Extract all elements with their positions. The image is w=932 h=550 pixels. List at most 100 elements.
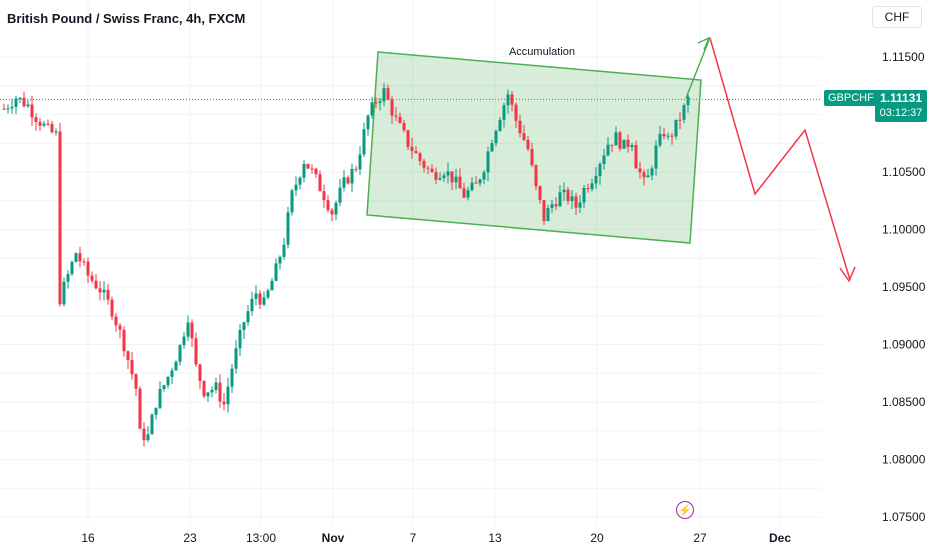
candle-body [90, 275, 94, 281]
candle-body [338, 187, 342, 203]
candle-body [306, 163, 310, 169]
candles [2, 83, 690, 447]
candle-body [230, 368, 234, 387]
projection-up-line[interactable] [685, 39, 710, 99]
candle-body [578, 202, 582, 208]
projection-up-arrowhead [697, 36, 711, 51]
candle-body [202, 380, 206, 397]
candle-body [686, 96, 690, 106]
candle-body [634, 145, 638, 169]
candle-body [2, 108, 6, 110]
candle-body [638, 168, 642, 173]
candle-body [126, 351, 130, 360]
currency-button[interactable]: CHF [872, 6, 922, 28]
y-tick-label: 1.09500 [882, 280, 926, 294]
symbol-price-label: GBPCHF [824, 90, 878, 106]
candle-body [170, 370, 174, 377]
candle-body [118, 325, 122, 330]
candle-body [350, 168, 354, 184]
y-tick-label: 1.10000 [882, 223, 926, 237]
candle-body [586, 188, 590, 190]
candle-body [106, 289, 110, 300]
candle-body [22, 97, 26, 107]
candle-body [190, 322, 194, 339]
y-tick-label: 1.10500 [882, 165, 926, 179]
candle-body [74, 253, 78, 262]
candle-body [238, 330, 242, 349]
y-tick-label: 1.08000 [882, 453, 926, 467]
candle-body [590, 183, 594, 190]
candle-body [234, 348, 238, 369]
candle-body [526, 139, 530, 150]
candle-body [146, 434, 150, 441]
candle-body [178, 345, 182, 362]
candle-body [162, 385, 166, 390]
candle-body [354, 168, 358, 170]
candle-body [426, 167, 430, 169]
candle-body [390, 99, 394, 116]
candle-body [122, 329, 126, 352]
candle-body [46, 123, 50, 125]
candle-body [566, 189, 570, 202]
candle-body [374, 102, 378, 104]
candle-body [150, 414, 154, 435]
candle-body [658, 133, 662, 146]
candle-body [54, 131, 58, 133]
candle-body [270, 280, 274, 291]
candle-body [342, 177, 346, 188]
candle-body [522, 133, 526, 140]
candle-body [214, 382, 218, 390]
candle-body [670, 135, 674, 137]
candle-body [446, 171, 450, 176]
candle-body [378, 101, 382, 103]
candle-body [682, 105, 686, 120]
candle-body [474, 182, 478, 184]
candle-body [506, 94, 510, 106]
lightning-icon[interactable]: ⚡ [676, 501, 694, 519]
chart-title: British Pound / Swiss Franc, 4h, FXCM [7, 11, 246, 26]
projection-down-line[interactable] [709, 37, 851, 281]
candle-body [38, 122, 42, 126]
candle-body [358, 154, 362, 170]
x-tick-label: Dec [769, 531, 791, 545]
candle-body [294, 184, 298, 191]
bar-countdown: 03:12:37 [879, 107, 923, 119]
candle-body [534, 165, 538, 187]
candle-body [30, 104, 34, 118]
candle-body [274, 263, 278, 281]
candle-body [482, 172, 486, 180]
candle-body [402, 122, 406, 131]
candle-body [262, 297, 266, 305]
candle-body [570, 196, 574, 202]
candle-body [406, 130, 410, 147]
candle-body [286, 212, 290, 245]
accumulation-box[interactable] [366, 51, 702, 244]
candle-body [538, 186, 542, 201]
candle-body [602, 155, 606, 164]
candle-body [110, 299, 114, 317]
candle-body [62, 281, 66, 305]
candle-body [158, 389, 162, 408]
candle-body [210, 389, 214, 393]
candle-body [546, 207, 550, 221]
candle-body [50, 123, 54, 133]
accumulation-label: Accumulation [509, 46, 575, 58]
candle-body [302, 163, 306, 178]
candle-body [298, 177, 302, 185]
candle-body [562, 189, 566, 193]
x-tick-label: 7 [410, 531, 417, 545]
candle-body [370, 102, 374, 116]
x-tick-label: 23 [183, 531, 197, 545]
candle-body [398, 116, 402, 123]
candle-body [502, 105, 506, 120]
candle-body [394, 115, 398, 117]
x-tick-label: 13 [488, 531, 502, 545]
candle-body [550, 204, 554, 208]
candle-body [102, 289, 106, 293]
candle-body [218, 382, 222, 402]
candle-body [490, 143, 494, 152]
candle-body [94, 280, 98, 289]
candle-body [82, 261, 86, 263]
